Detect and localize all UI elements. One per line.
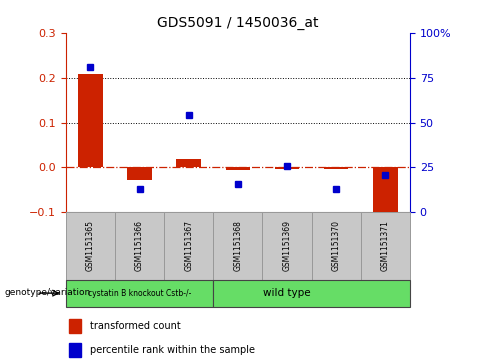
Bar xyxy=(177,159,201,167)
Bar xyxy=(127,167,152,180)
Bar xyxy=(66,280,213,307)
Bar xyxy=(225,167,250,170)
Text: GSM1151365: GSM1151365 xyxy=(86,220,95,272)
Text: cystatin B knockout Cstb-/-: cystatin B knockout Cstb-/- xyxy=(88,289,191,298)
Bar xyxy=(69,319,81,333)
Text: GSM1151369: GSM1151369 xyxy=(283,220,291,272)
Text: transformed count: transformed count xyxy=(90,321,181,331)
Bar xyxy=(263,212,312,280)
Title: GDS5091 / 1450036_at: GDS5091 / 1450036_at xyxy=(157,16,319,30)
Text: GSM1151366: GSM1151366 xyxy=(135,220,144,272)
Bar xyxy=(69,343,81,357)
Bar xyxy=(361,212,410,280)
Bar xyxy=(213,280,410,307)
Text: GSM1151368: GSM1151368 xyxy=(233,220,243,272)
Text: wild type: wild type xyxy=(263,288,311,298)
Bar xyxy=(66,212,115,280)
Bar xyxy=(78,74,103,167)
Text: GSM1151367: GSM1151367 xyxy=(184,220,193,272)
Text: percentile rank within the sample: percentile rank within the sample xyxy=(90,345,255,355)
Bar xyxy=(373,167,398,219)
Text: genotype/variation: genotype/variation xyxy=(5,288,91,297)
Text: GSM1151371: GSM1151371 xyxy=(381,220,390,272)
Bar xyxy=(164,212,213,280)
Bar xyxy=(115,212,164,280)
Bar xyxy=(213,212,263,280)
Bar xyxy=(312,212,361,280)
Bar xyxy=(324,167,348,169)
Bar xyxy=(275,167,299,169)
Text: GSM1151370: GSM1151370 xyxy=(332,220,341,272)
